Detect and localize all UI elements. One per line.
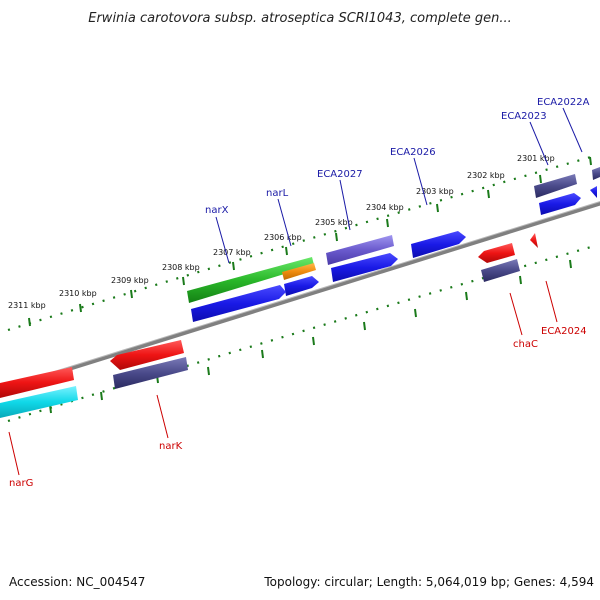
tick-label-2308: 2308 kbp	[162, 263, 200, 272]
gene-nark-purple[interactable]	[113, 357, 188, 389]
gene-narg-red[interactable]	[0, 367, 74, 398]
label-eca2026[interactable]: ECA2026	[390, 147, 436, 158]
tick-label-2309: 2309 kbp	[111, 276, 149, 285]
leader-narl	[277, 198, 292, 247]
summary-label: Topology: circular; Length: 5,064,019 bp…	[264, 575, 594, 589]
genome-backbone-highlight	[0, 201, 600, 389]
gene-eca2023[interactable]	[539, 193, 581, 215]
label-eca2027[interactable]: ECA2027	[317, 169, 363, 180]
tick-label-2302: 2302 kbp	[467, 171, 505, 180]
label-narx[interactable]: narX	[205, 205, 229, 216]
gene-nark-red[interactable]	[110, 340, 184, 370]
tick-label-2301: 2301 kbp	[517, 154, 555, 163]
leader-eca2026	[413, 157, 428, 206]
label-eca2024[interactable]: ECA2024	[541, 326, 587, 337]
leader-nark	[156, 394, 169, 439]
tick-label-2304: 2304 kbp	[366, 203, 404, 212]
leader-eca2022a	[562, 107, 583, 153]
label-eca2022a[interactable]: ECA2022A	[537, 97, 590, 108]
leader-chac	[509, 292, 523, 336]
outer-major-ticks	[28, 156, 592, 327]
gene-chac[interactable]	[478, 243, 515, 263]
tick-label-2310: 2310 kbp	[59, 289, 97, 298]
gene-eca2022a[interactable]	[534, 174, 577, 198]
tick-label-2306: 2306 kbp	[264, 233, 302, 242]
gene-narl-green[interactable]	[187, 257, 314, 303]
tick-label-2311: 2311 kbp	[8, 301, 46, 310]
inner-major-ticks	[49, 259, 572, 414]
forward-genes	[187, 167, 600, 322]
gene-eca2027-lower[interactable]	[331, 253, 398, 282]
label-eca2023[interactable]: ECA2023	[501, 111, 547, 122]
leader-eca2027	[339, 179, 351, 231]
label-chac[interactable]: chaC	[513, 339, 538, 350]
leader-narg	[8, 431, 20, 476]
genome-backbone	[0, 201, 600, 393]
label-nark[interactable]: narK	[159, 441, 183, 452]
gene-eca2026[interactable]	[411, 231, 466, 258]
gene-narx[interactable]	[284, 276, 319, 296]
leader-eca2024	[545, 280, 558, 323]
tick-label-2305: 2305 kbp	[315, 218, 353, 227]
gene-narl-orange[interactable]	[282, 263, 316, 280]
gene-eca2024[interactable]	[530, 233, 538, 248]
gene-chac-purple[interactable]	[481, 259, 520, 282]
outer-tick-ring	[7, 153, 599, 332]
leader-narx	[215, 216, 230, 264]
label-narg[interactable]: narG	[9, 478, 33, 489]
reverse-genes	[0, 233, 538, 418]
leader-eca2023	[529, 121, 549, 166]
tick-label-2303: 2303 kbp	[416, 187, 454, 196]
gene-narx-long[interactable]	[191, 285, 286, 322]
gene-eca2022-small[interactable]	[590, 186, 597, 198]
label-narl[interactable]: narL	[266, 188, 289, 199]
accession-label: Accession: NC_004547	[9, 575, 146, 589]
map-title: Erwinia carotovora subsp. atroseptica SC…	[88, 11, 512, 26]
tick-label-2307: 2307 kbp	[213, 248, 251, 257]
gene-eca2022a-2[interactable]	[592, 167, 600, 180]
gene-narg-cyan[interactable]	[0, 386, 78, 418]
gene-eca2027[interactable]	[326, 235, 394, 265]
